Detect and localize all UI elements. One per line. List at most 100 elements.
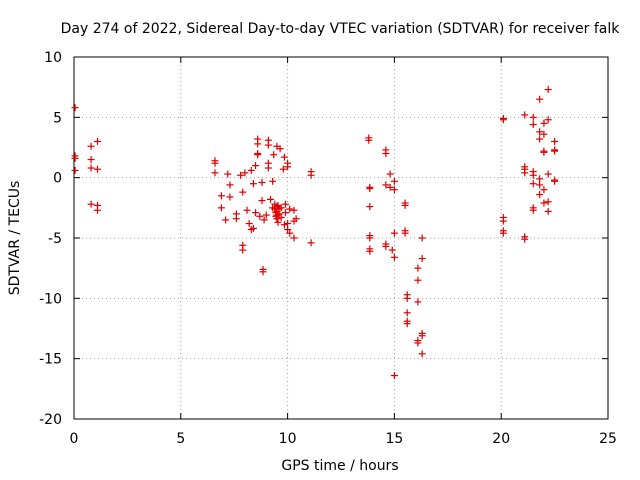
data-point <box>403 309 411 317</box>
data-point <box>382 181 390 189</box>
data-point <box>256 212 264 220</box>
data-point <box>71 154 79 162</box>
data-point <box>544 86 552 94</box>
data-point <box>252 209 260 217</box>
y-tick-label: 10 <box>44 50 62 66</box>
data-point <box>536 191 544 199</box>
data-point <box>536 175 544 183</box>
data-point <box>403 320 411 328</box>
data-point <box>252 162 260 170</box>
x-tick-label: 0 <box>70 431 79 447</box>
x-tick-label: 5 <box>176 431 185 447</box>
data-point <box>249 224 257 232</box>
x-tick-label: 25 <box>599 431 617 447</box>
data-point <box>307 239 315 247</box>
data-point <box>281 200 289 208</box>
data-point <box>414 298 422 306</box>
data-point <box>267 195 275 203</box>
data-point <box>388 246 396 254</box>
data-point <box>260 216 268 224</box>
data-point <box>232 215 240 223</box>
y-axis-label: SDTVAR / TECUs <box>7 181 23 296</box>
data-point <box>258 197 266 205</box>
data-point <box>93 165 101 173</box>
data-points <box>71 86 559 380</box>
data-point <box>254 151 262 159</box>
data-point <box>414 339 422 347</box>
y-tick-label: -15 <box>39 352 62 368</box>
y-tick-label: -5 <box>48 231 62 247</box>
data-point <box>366 185 374 193</box>
data-point <box>544 116 552 124</box>
data-point <box>418 234 426 242</box>
data-point <box>540 199 548 207</box>
data-point <box>544 170 552 178</box>
data-point <box>390 372 398 380</box>
data-point <box>307 171 315 179</box>
y-tick-label: -20 <box>39 412 62 428</box>
data-point <box>544 207 552 215</box>
data-point <box>529 171 537 179</box>
data-point <box>499 217 507 225</box>
data-point <box>544 198 552 206</box>
data-point <box>237 171 245 179</box>
data-point <box>536 135 544 143</box>
data-point <box>499 229 507 237</box>
data-point <box>249 180 257 188</box>
data-point <box>258 178 266 186</box>
data-point <box>286 205 294 213</box>
data-point <box>87 164 95 172</box>
y-tick-label: 5 <box>53 110 62 126</box>
data-point <box>290 234 298 242</box>
data-point <box>284 220 292 228</box>
data-point <box>418 332 426 340</box>
data-point <box>93 137 101 145</box>
data-point <box>239 246 247 254</box>
data-point <box>273 215 281 223</box>
data-point <box>239 188 247 196</box>
data-point <box>71 166 79 174</box>
data-point <box>280 153 288 161</box>
data-point <box>551 177 559 185</box>
data-point <box>521 111 529 119</box>
data-point <box>226 193 234 201</box>
data-point <box>414 276 422 284</box>
data-point <box>551 137 559 145</box>
data-point <box>551 147 559 155</box>
data-point <box>275 210 283 218</box>
data-point <box>401 229 409 237</box>
data-point <box>211 169 219 177</box>
axes: 0 5 10 15 20 25 -20 -15 -10 -5 0 5 10 <box>39 50 617 447</box>
data-point <box>259 268 267 276</box>
data-point <box>390 253 398 261</box>
data-point <box>292 215 300 223</box>
data-point <box>401 201 409 209</box>
data-point <box>290 206 298 214</box>
data-point <box>247 166 255 174</box>
data-point <box>540 148 548 156</box>
data-point <box>217 204 225 212</box>
data-point <box>540 130 548 138</box>
data-point <box>536 181 544 189</box>
data-point <box>286 229 294 237</box>
data-point <box>386 170 394 178</box>
data-point <box>264 141 272 149</box>
data-point <box>382 242 390 250</box>
data-point <box>529 113 537 121</box>
data-point <box>540 119 548 127</box>
data-point <box>280 221 288 229</box>
data-point <box>93 206 101 214</box>
data-point <box>277 204 285 212</box>
data-point <box>274 218 282 226</box>
data-point <box>87 142 95 150</box>
data-point <box>418 255 426 263</box>
data-point <box>366 234 374 242</box>
data-point <box>211 159 219 167</box>
grid-lines <box>74 57 608 419</box>
data-point <box>386 183 394 191</box>
x-tick-label: 20 <box>492 431 510 447</box>
data-point <box>529 121 537 129</box>
data-point <box>529 180 537 188</box>
x-axis-label: GPS time / hours <box>281 458 398 474</box>
data-point <box>390 186 398 194</box>
